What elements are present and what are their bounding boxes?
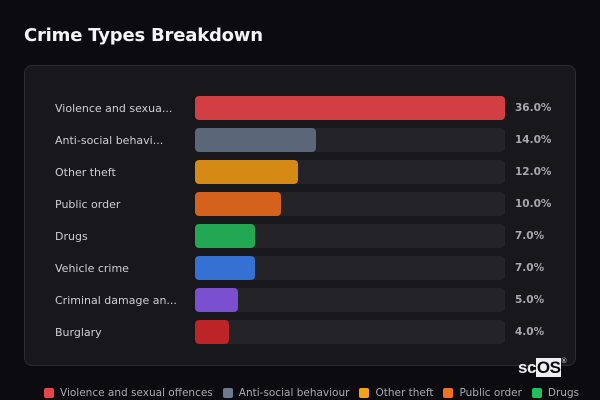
- bar-row: Anti-social behavi... 14.0%: [25, 128, 575, 154]
- chart-legend: Violence and sexual offences Anti-social …: [44, 387, 579, 399]
- legend-swatch-icon: [443, 388, 454, 398]
- bar-label: Violence and sexua...: [55, 102, 173, 115]
- bar-value: 7.0%: [515, 262, 545, 274]
- bar-track: [195, 96, 505, 120]
- bar-value: 36.0%: [515, 102, 552, 114]
- bar[interactable]: [195, 128, 316, 152]
- registered-mark: ®: [561, 358, 567, 365]
- bar[interactable]: [195, 256, 256, 280]
- bar[interactable]: [195, 224, 256, 248]
- legend-item[interactable]: Drugs: [531, 387, 580, 399]
- bar-label: Burglary: [55, 326, 102, 339]
- bar-value: 5.0%: [515, 294, 545, 306]
- bar[interactable]: [195, 96, 505, 120]
- bar-track: [195, 256, 505, 280]
- legend-item[interactable]: Anti-social behaviour: [222, 387, 350, 399]
- bar-row: Burglary 4.0%: [25, 320, 575, 346]
- legend-swatch-icon: [222, 388, 233, 398]
- bar-track: [195, 320, 505, 344]
- bar-row: Violence and sexua... 36.0%: [25, 96, 575, 122]
- watermark-logo: scOS®: [518, 358, 567, 378]
- watermark-boxed: OS: [535, 358, 562, 377]
- legend-label: Public order: [459, 387, 522, 399]
- bar-value: 7.0%: [515, 230, 545, 242]
- bar[interactable]: [195, 288, 239, 312]
- bar-row: Criminal damage an... 5.0%: [25, 288, 575, 314]
- bar-label: Criminal damage an...: [55, 294, 177, 307]
- chart-title: Crime Types Breakdown: [24, 25, 263, 46]
- bar-track: [195, 192, 505, 216]
- bar-value: 12.0%: [515, 166, 552, 178]
- bar[interactable]: [195, 320, 230, 344]
- bar-label: Public order: [55, 198, 121, 211]
- bar-label: Anti-social behavi...: [55, 134, 164, 147]
- bar-value: 4.0%: [515, 326, 545, 338]
- chart-card: Violence and sexua... 36.0% Anti-social be…: [24, 65, 576, 366]
- bar-row: Public order 10.0%: [25, 192, 575, 218]
- legend-item[interactable]: Violence and sexual offences: [44, 387, 213, 399]
- bar-row: Drugs 7.0%: [25, 224, 575, 250]
- legend-label: Violence and sexual offences: [60, 387, 213, 399]
- bar[interactable]: [195, 192, 282, 216]
- bar-value: 10.0%: [515, 198, 552, 210]
- bar-track: [195, 288, 505, 312]
- legend-item[interactable]: Public order: [443, 387, 522, 399]
- bar-track: [195, 128, 505, 152]
- bar-value: 14.0%: [515, 134, 552, 146]
- legend-swatch-icon: [44, 388, 54, 398]
- bar[interactable]: [195, 160, 299, 184]
- legend-label: Other theft: [375, 387, 434, 399]
- legend-item[interactable]: Other theft: [359, 387, 433, 399]
- legend-label: Anti-social behaviour: [238, 387, 350, 399]
- watermark-plain: sc: [518, 358, 536, 377]
- bar-track: [195, 224, 505, 248]
- legend-swatch-icon: [359, 388, 370, 398]
- bar-label: Vehicle crime: [55, 262, 129, 275]
- bar-track: [195, 160, 505, 184]
- bar-row: Vehicle crime 7.0%: [25, 256, 575, 282]
- legend-label: Drugs: [547, 387, 580, 399]
- bar-label: Other theft: [55, 166, 116, 179]
- legend-swatch-icon: [531, 388, 542, 398]
- bar-row: Other theft 12.0%: [25, 160, 575, 186]
- bar-label: Drugs: [55, 230, 88, 243]
